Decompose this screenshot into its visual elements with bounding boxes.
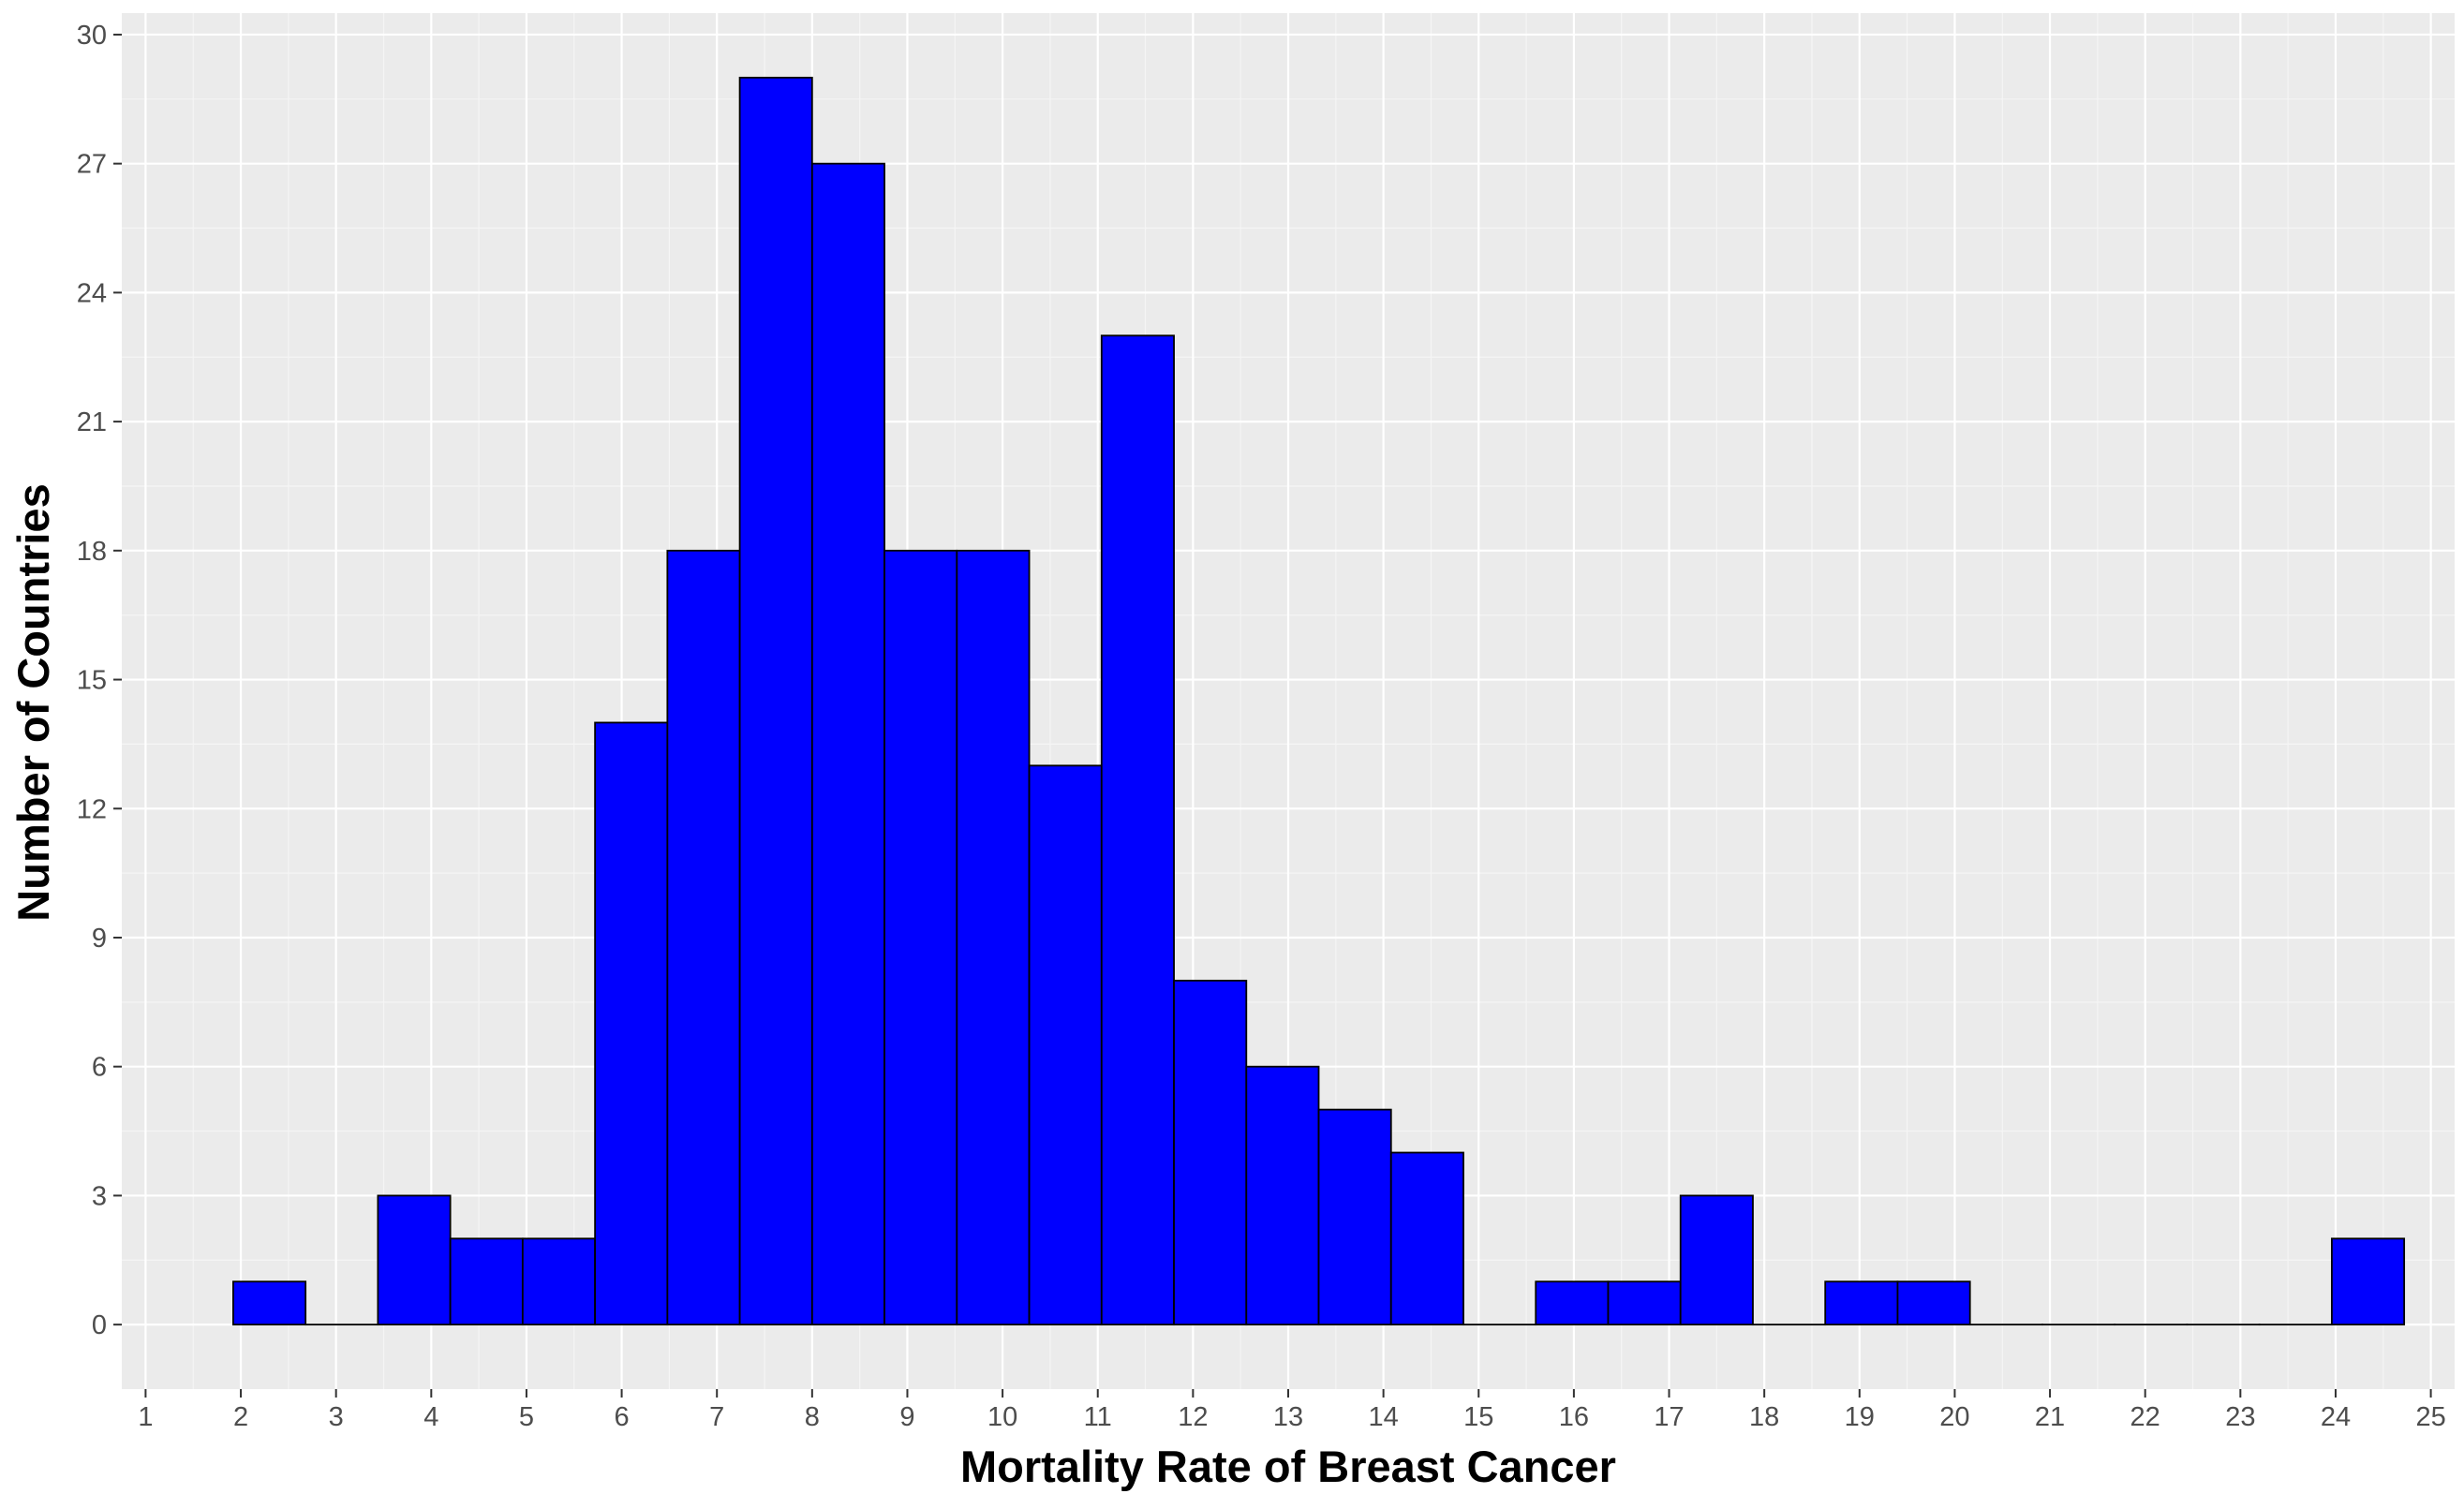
histogram-bar-20: [1679, 1194, 1754, 1326]
x-tick-label: 8: [805, 1402, 820, 1432]
x-tick-label: 13: [1273, 1402, 1303, 1432]
x-tick-label: 24: [2321, 1402, 2351, 1432]
x-tick-label: 18: [1749, 1402, 1779, 1432]
x-tick-label: 10: [987, 1402, 1017, 1432]
x-tick-label: 17: [1654, 1402, 1684, 1432]
histogram-bar-10: [956, 549, 1031, 1326]
histogram-bar-6: [666, 549, 741, 1326]
x-tick-label: 22: [2130, 1402, 2160, 1432]
x-tick-label: 25: [2415, 1402, 2445, 1432]
histogram-bar-22: [1824, 1280, 1899, 1326]
histogram-bar-2: [377, 1194, 452, 1326]
y-axis-title: Number of Countries: [8, 483, 58, 921]
histogram-bar-16: [1389, 1151, 1464, 1326]
x-tick-label: 9: [899, 1402, 914, 1432]
histogram-bar-4: [521, 1237, 597, 1326]
histogram-bar-5: [594, 721, 669, 1326]
x-tick-label: 15: [1463, 1402, 1493, 1432]
y-tick-label: 30: [77, 21, 107, 51]
histogram-bar-0: [232, 1280, 307, 1326]
y-axis: 0 3 6 9 12 15 18 21 24 27 30: [77, 21, 122, 1340]
histogram-bar-7: [738, 76, 813, 1326]
y-tick-label: 12: [77, 794, 107, 824]
histogram-bar-3: [449, 1237, 524, 1326]
y-tick-label: 9: [92, 924, 107, 954]
histogram-bar-15: [1317, 1108, 1392, 1326]
x-tick-label: 21: [2035, 1402, 2065, 1432]
y-tick-label: 0: [92, 1310, 107, 1340]
histogram-bar-8: [810, 162, 885, 1326]
y-tick-label: 24: [77, 278, 107, 308]
histogram-bar-14: [1245, 1065, 1320, 1326]
x-tick-label: 19: [1845, 1402, 1875, 1432]
x-tick-label: 14: [1368, 1402, 1398, 1432]
histogram-bar-13: [1173, 979, 1248, 1326]
x-tick-label: 12: [1178, 1402, 1208, 1432]
x-tick-label: 5: [519, 1402, 534, 1432]
x-tick-label: 4: [423, 1402, 438, 1432]
y-tick-label: 6: [92, 1053, 107, 1083]
x-tick-label: 16: [1559, 1402, 1589, 1432]
x-tick-label: 7: [709, 1402, 724, 1432]
x-tick-label: 23: [2225, 1402, 2255, 1432]
x-axis: 1 2 3 4 5 6 7 8 9 10 11 12 13 14 15 16 17 18 19 20 21 22 23 24 2…: [138, 1389, 2446, 1432]
x-tick-label: 2: [233, 1402, 248, 1432]
histogram-bar-29: [2330, 1237, 2406, 1326]
x-tick-label: 1: [138, 1402, 153, 1432]
x-tick-label: 11: [1084, 1402, 1112, 1432]
x-tick-label: 20: [1939, 1402, 1969, 1432]
x-tick-label: 3: [329, 1402, 344, 1432]
histogram-bar-23: [1896, 1280, 1971, 1326]
histogram-bar-19: [1607, 1280, 1682, 1326]
histogram-bar-18: [1535, 1280, 1610, 1326]
x-axis-title: Mortality Rate of Breast Cancer: [960, 1442, 1616, 1491]
histogram-bars: [232, 76, 2406, 1326]
histogram-bar-11: [1028, 764, 1103, 1326]
histogram-bar-12: [1100, 334, 1175, 1326]
y-tick-label: 15: [77, 666, 107, 696]
histogram-bar-9: [883, 549, 958, 1326]
y-tick-label: 27: [77, 150, 107, 180]
y-tick-label: 21: [77, 407, 107, 437]
y-tick-label: 18: [77, 537, 107, 567]
y-tick-label: 3: [92, 1181, 107, 1211]
x-tick-label: 6: [615, 1402, 630, 1432]
